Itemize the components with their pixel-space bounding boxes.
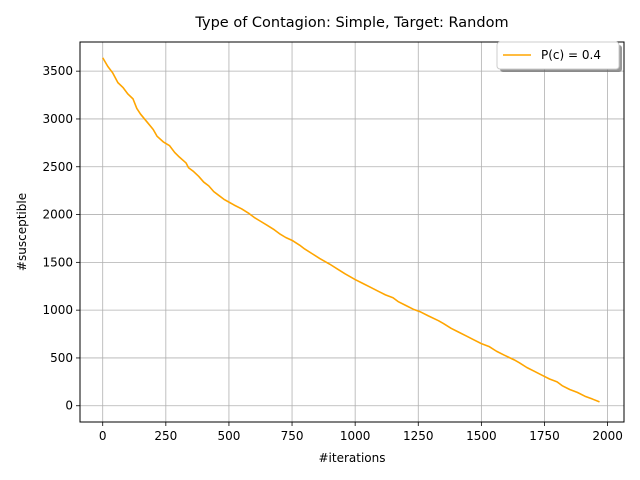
plot-frame [79,41,625,423]
x-tick-label: 1250 [403,429,434,443]
x-tick-label: 500 [217,429,240,443]
series-line [102,57,600,403]
legend: P(c) = 0.4 [496,41,622,72]
x-axis-label: #iterations [318,451,385,465]
y-axis-ticks: 0 500 1000 1500 2000 2500 3000 3500 [42,64,80,413]
x-axis-ticks: 0 250 500 750 1000 1250 1500 1750 2000 [99,422,623,443]
y-axis-label: #susceptible [15,193,29,271]
x-tick-label: 750 [281,429,304,443]
y-tick-label: 1000 [42,303,73,317]
x-tick-label: 250 [154,429,177,443]
x-tick-label: 1000 [340,429,371,443]
y-tick-label: 1500 [42,255,73,269]
chart-title: Type of Contagion: Simple, Target: Rando… [194,15,508,31]
x-tick-label: 2000 [592,429,623,443]
x-tick-label: 1750 [529,429,560,443]
legend-entry: P(c) = 0.4 [541,48,601,62]
legend-box [496,41,620,70]
y-tick-label: 3000 [42,112,73,126]
grid-lines [80,42,624,422]
y-tick-label: 2000 [42,208,73,222]
y-tick-label: 3500 [42,64,73,78]
x-tick-label: 1500 [466,429,497,443]
y-tick-label: 0 [65,399,73,413]
series-layer [102,57,600,403]
y-tick-label: 500 [50,351,73,365]
y-tick-label: 2500 [42,160,73,174]
x-tick-label: 0 [99,429,107,443]
